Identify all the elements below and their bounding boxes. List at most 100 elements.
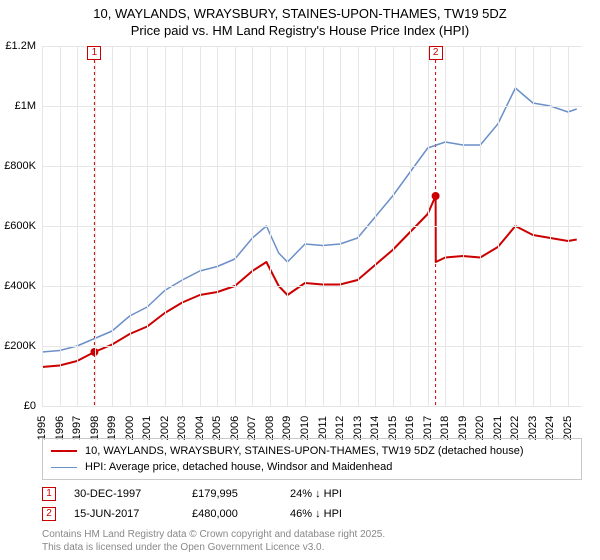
attribution-line-2: This data is licensed under the Open Gov… xyxy=(42,541,385,554)
gridline-h xyxy=(42,406,582,407)
annotation-pct: 24% ↓ HPI xyxy=(290,488,400,500)
x-axis-label: 2018 xyxy=(439,416,451,440)
gridline-h xyxy=(42,166,582,167)
gridline-v xyxy=(200,46,201,406)
gridline-v xyxy=(60,46,61,406)
title-block: 10, WAYLANDS, WRAYSBURY, STAINES-UPON-TH… xyxy=(0,0,600,42)
gridline-v xyxy=(42,46,43,406)
gridline-v xyxy=(428,46,429,406)
gridline-v xyxy=(568,46,569,406)
y-axis-label: £600K xyxy=(4,220,36,232)
y-axis-label: £800K xyxy=(4,160,36,172)
y-axis-label: £1.2M xyxy=(5,40,36,52)
legend-row: 10, WAYLANDS, WRAYSBURY, STAINES-UPON-TH… xyxy=(51,443,573,459)
gridline-v xyxy=(305,46,306,406)
gridline-v xyxy=(375,46,376,406)
y-axis-label: £200K xyxy=(4,340,36,352)
x-axis-label: 2010 xyxy=(299,416,311,440)
gridline-v xyxy=(463,46,464,406)
annotation-row: 2 15-JUN-2017 £480,000 46% ↓ HPI xyxy=(42,504,582,524)
annotation-table: 1 30-DEC-1997 £179,995 24% ↓ HPI 2 15-JUN-201… xyxy=(42,484,582,524)
x-axis-label: 1996 xyxy=(54,416,66,440)
x-axis-label: 2015 xyxy=(387,416,399,440)
gridline-v xyxy=(235,46,236,406)
x-axis-label: 1995 xyxy=(36,416,48,440)
legend-swatch xyxy=(51,467,77,468)
x-axis-label: 2007 xyxy=(246,416,258,440)
gridline-v xyxy=(130,46,131,406)
gridline-v xyxy=(358,46,359,406)
x-axis-label: 2020 xyxy=(474,416,486,440)
x-axis-label: 2022 xyxy=(509,416,521,440)
annotation-marker: 2 xyxy=(42,507,56,521)
annotation-date: 30-DEC-1997 xyxy=(74,488,174,500)
y-axis-label: £400K xyxy=(4,280,36,292)
gridline-v xyxy=(95,46,96,406)
gridline-v xyxy=(182,46,183,406)
x-axis-label: 2023 xyxy=(527,416,539,440)
legend-label: HPI: Average price, detached house, Wind… xyxy=(85,461,392,473)
x-axis-label: 1998 xyxy=(89,416,101,440)
x-axis-label: 2024 xyxy=(544,416,556,440)
x-axis-label: 2013 xyxy=(352,416,364,440)
annotation-price: £480,000 xyxy=(192,508,272,520)
annotation-date: 15-JUN-2017 xyxy=(74,508,174,520)
attribution-line-1: Contains HM Land Registry data © Crown c… xyxy=(42,528,385,541)
gridline-h xyxy=(42,106,582,107)
gridline-v xyxy=(165,46,166,406)
gridline-v xyxy=(252,46,253,406)
sale-dot xyxy=(432,192,440,200)
x-axis-label: 1997 xyxy=(71,416,83,440)
gridline-h xyxy=(42,46,582,47)
annotation-price: £179,995 xyxy=(192,488,272,500)
gridline-h xyxy=(42,346,582,347)
gridline-v xyxy=(480,46,481,406)
series-line-price_paid xyxy=(42,196,577,367)
x-axis-label: 2002 xyxy=(159,416,171,440)
x-axis-label: 2021 xyxy=(492,416,504,440)
x-axis-label: 2008 xyxy=(264,416,276,440)
annotation-row: 1 30-DEC-1997 £179,995 24% ↓ HPI xyxy=(42,484,582,504)
title-line-1: 10, WAYLANDS, WRAYSBURY, STAINES-UPON-TH… xyxy=(10,6,590,23)
x-axis-label: 2000 xyxy=(124,416,136,440)
title-line-2: Price paid vs. HM Land Registry's House … xyxy=(10,23,590,40)
gridline-v xyxy=(77,46,78,406)
y-axis-label: £0 xyxy=(24,400,36,412)
gridline-v xyxy=(445,46,446,406)
gridline-v xyxy=(340,46,341,406)
gridline-v xyxy=(533,46,534,406)
annotation-marker: 1 xyxy=(42,487,56,501)
x-axis-label: 2012 xyxy=(334,416,346,440)
x-axis-label: 2016 xyxy=(404,416,416,440)
gridline-v xyxy=(112,46,113,406)
sale-marker-box: 2 xyxy=(429,46,443,60)
gridline-v xyxy=(147,46,148,406)
x-axis-label: 2006 xyxy=(229,416,241,440)
x-axis-label: 2003 xyxy=(176,416,188,440)
x-axis-label: 1999 xyxy=(106,416,118,440)
gridline-v xyxy=(410,46,411,406)
gridline-v xyxy=(393,46,394,406)
x-axis-label: 2019 xyxy=(457,416,469,440)
annotation-pct: 46% ↓ HPI xyxy=(290,508,400,520)
y-axis-label: £1M xyxy=(15,100,36,112)
x-axis-label: 2014 xyxy=(369,416,381,440)
chart-plot-area: £0£200K£400K£600K£800K£1M£1.2M1995199619… xyxy=(42,46,582,406)
legend-label: 10, WAYLANDS, WRAYSBURY, STAINES-UPON-TH… xyxy=(85,445,524,457)
series-line-hpi xyxy=(42,88,577,352)
gridline-v xyxy=(323,46,324,406)
x-axis-label: 2017 xyxy=(422,416,434,440)
gridline-v xyxy=(217,46,218,406)
attribution: Contains HM Land Registry data © Crown c… xyxy=(42,528,385,554)
gridline-v xyxy=(498,46,499,406)
legend-swatch xyxy=(51,450,77,452)
x-axis-label: 2001 xyxy=(141,416,153,440)
gridline-h xyxy=(42,226,582,227)
gridline-v xyxy=(515,46,516,406)
x-axis-label: 2005 xyxy=(211,416,223,440)
gridline-v xyxy=(550,46,551,406)
gridline-h xyxy=(42,286,582,287)
legend: 10, WAYLANDS, WRAYSBURY, STAINES-UPON-TH… xyxy=(42,438,582,480)
gridline-v xyxy=(270,46,271,406)
x-axis-label: 2011 xyxy=(317,416,329,440)
